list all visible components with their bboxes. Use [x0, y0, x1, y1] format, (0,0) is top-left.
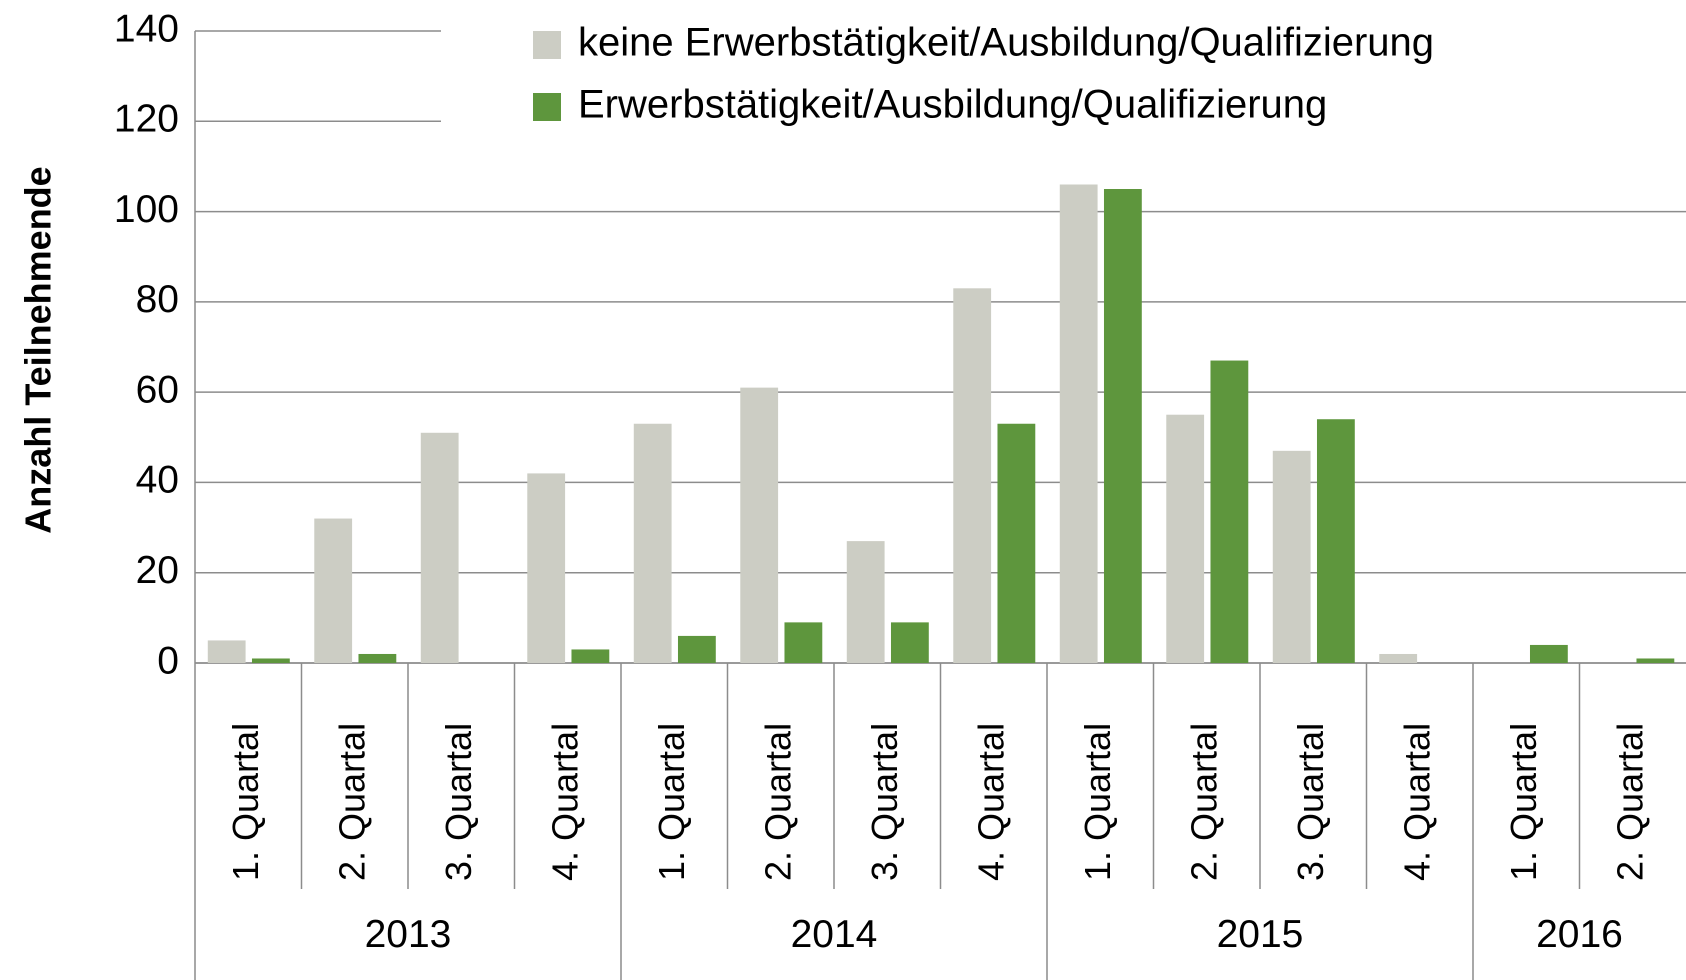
bar: [846, 541, 885, 663]
bar: [1059, 184, 1098, 663]
bar: [1529, 644, 1568, 663]
legend-background: [441, 0, 1686, 140]
x-tick-label: 3. Quartal: [1290, 723, 1331, 881]
bar: [890, 622, 929, 663]
legend-swatch: [533, 93, 561, 121]
bar: [1636, 658, 1675, 663]
x-tick-label: 4. Quartal: [1396, 723, 1437, 881]
group-label: 2014: [791, 913, 878, 956]
legend-label: Erwerbstätigkeit/Ausbildung/Qualifizieru…: [578, 83, 1327, 127]
bar: [633, 423, 672, 663]
bar: [527, 473, 566, 663]
x-tick-label: 1. Quartal: [1503, 723, 1544, 881]
bar: [314, 518, 353, 663]
x-tick-label: 1. Quartal: [225, 723, 266, 881]
bar: [358, 653, 397, 663]
y-tick-label: 100: [114, 188, 179, 231]
group-label: 2015: [1217, 913, 1304, 956]
bar: [740, 387, 779, 663]
x-tick-label: 2. Quartal: [757, 723, 798, 881]
bar: [571, 649, 610, 663]
group-label: 2016: [1536, 913, 1623, 956]
bar: [207, 640, 246, 663]
bar: [677, 635, 716, 663]
x-tick-label: 2. Quartal: [1183, 723, 1224, 881]
y-tick-label: 120: [114, 98, 179, 141]
bar: [1103, 189, 1142, 663]
x-tick-label: 1. Quartal: [651, 723, 692, 881]
group-label: 2013: [365, 913, 452, 956]
bar: [953, 288, 992, 663]
y-tick-label: 80: [136, 278, 179, 321]
legend-label: keine Erwerbstätigkeit/Ausbildung/Qualif…: [578, 21, 1434, 65]
x-tick-label: 1. Quartal: [1077, 723, 1118, 881]
x-tick-label: 3. Quartal: [864, 723, 905, 881]
y-tick-label: 140: [114, 7, 179, 50]
y-tick-label: 20: [136, 549, 179, 592]
y-tick-label: 40: [136, 459, 179, 502]
legend-swatch: [533, 31, 561, 59]
bar: [784, 622, 823, 663]
x-tick-label: 2. Quartal: [1609, 723, 1650, 881]
bar: [1210, 360, 1249, 663]
y-tick-label: 60: [136, 368, 179, 411]
y-axis-title: Anzahl Teilnehmende: [18, 166, 59, 533]
y-tick-label: 0: [157, 639, 179, 682]
x-tick-label: 4. Quartal: [544, 723, 585, 881]
bar: [251, 658, 290, 663]
x-tick-label: 2. Quartal: [331, 723, 372, 881]
bar: [1166, 414, 1205, 663]
bar: [997, 423, 1036, 663]
bar: [420, 432, 459, 663]
x-tick-label: 4. Quartal: [970, 723, 1011, 881]
bar: [1272, 450, 1311, 663]
x-tick-label: 3. Quartal: [438, 723, 479, 881]
bar: [1379, 653, 1418, 663]
bar: [1316, 419, 1355, 663]
